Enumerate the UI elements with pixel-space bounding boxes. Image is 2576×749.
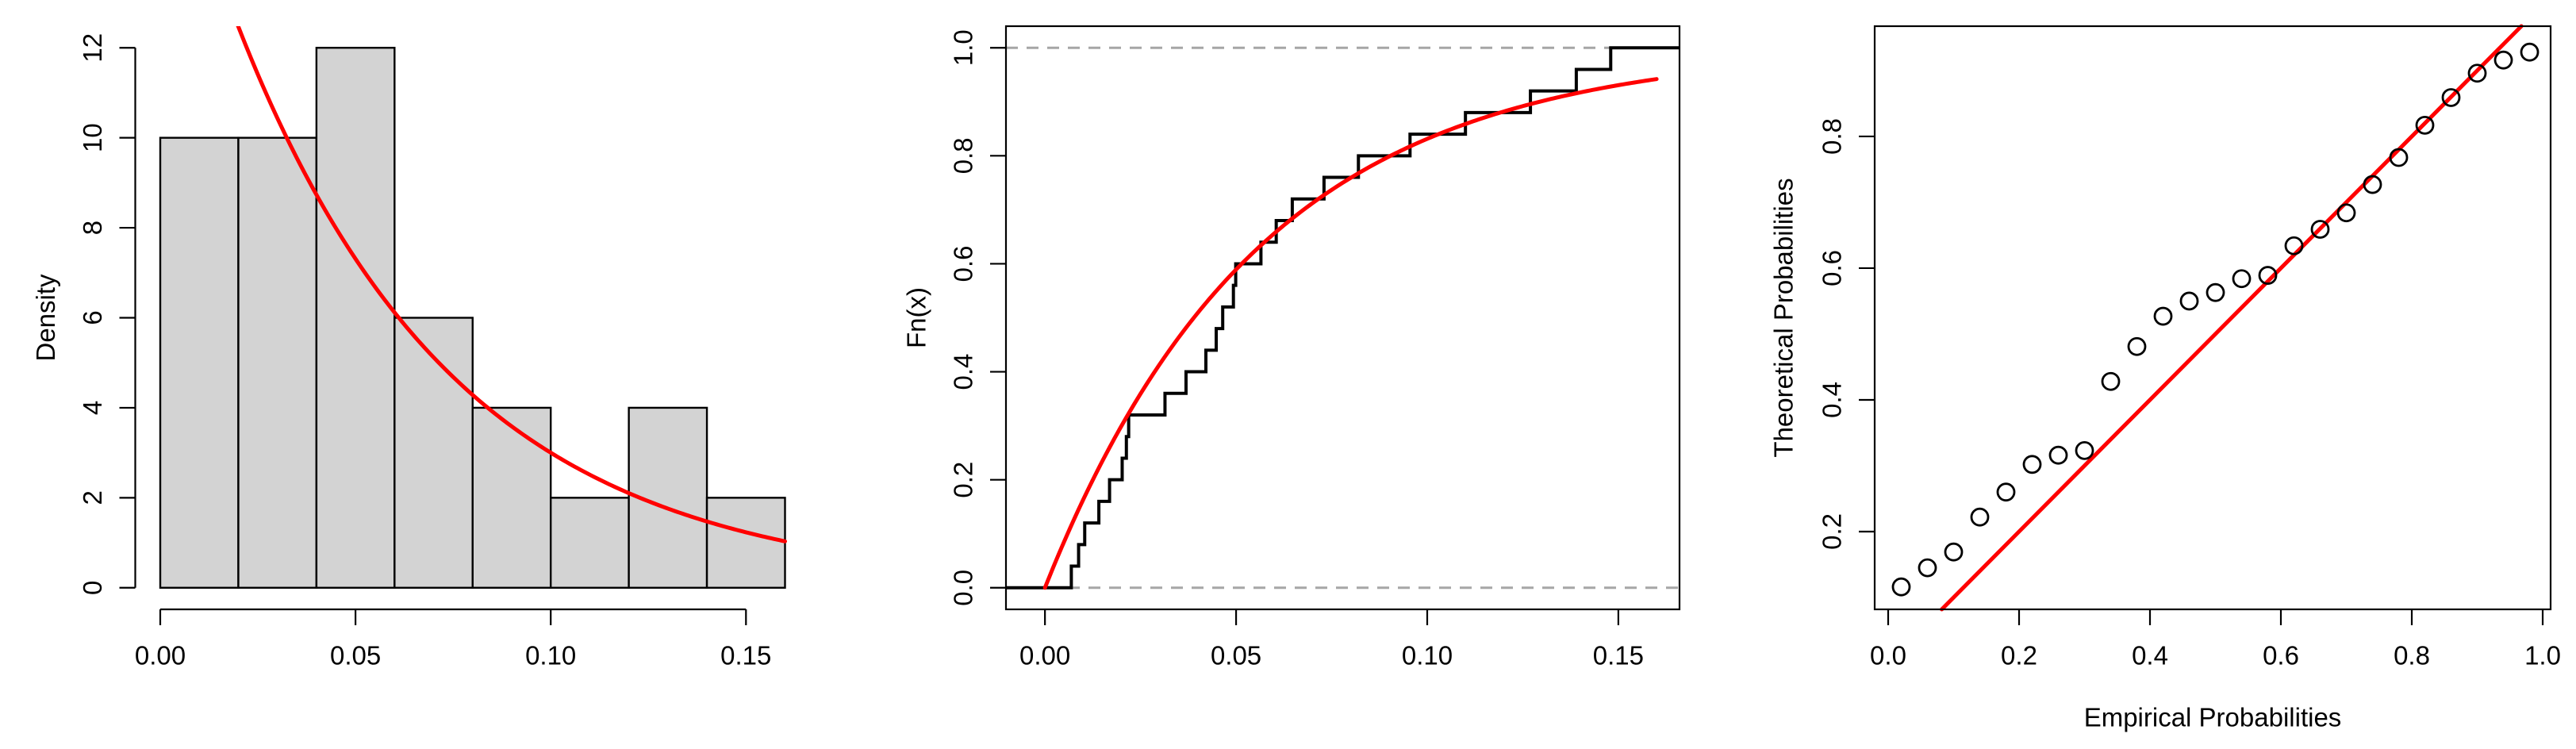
- pp-x-axis-title: Empirical Probabilities: [2084, 703, 2342, 732]
- identity-line: [1940, 24, 2524, 612]
- pp-point: [1996, 482, 2016, 502]
- y-tick-label: 12: [78, 33, 107, 63]
- x-tick-label: 1.0: [2524, 641, 2561, 670]
- x-tick-label: 0.00: [1019, 641, 1070, 670]
- x-tick-label: 0.00: [135, 641, 186, 670]
- y-tick-label: 10: [78, 123, 107, 152]
- y-tick-label: 4: [78, 401, 107, 415]
- y-tick-label: 0.4: [1818, 382, 1847, 418]
- pp-point: [2493, 50, 2513, 70]
- pp-point: [1918, 558, 1937, 578]
- plot-box: [1004, 25, 1681, 611]
- pp-point: [2075, 440, 2094, 460]
- y-tick-label: 0.4: [949, 354, 978, 390]
- y-tick-label: 0.6: [1818, 250, 1847, 286]
- pp-point: [2258, 266, 2278, 285]
- y-tick-label: 0.0: [949, 570, 978, 606]
- y-tick-label: 0.6: [949, 246, 978, 282]
- y-tick-label: 0: [78, 581, 107, 595]
- pp-point: [1970, 507, 1990, 527]
- pp-point: [1944, 542, 1964, 562]
- plot-box: [1873, 25, 2552, 611]
- ecdf-panel: 0.00 0.05 0.10 0.15 0.0 0.2 0.4 0.6 0.8 1.0: [949, 25, 1681, 670]
- x-tick-label: 0.05: [330, 641, 381, 670]
- histogram-bar: [549, 497, 630, 589]
- x-tick-label: 0.6: [2263, 641, 2299, 670]
- fit-density-curve: [236, 26, 787, 544]
- pp-point: [2467, 63, 2487, 83]
- histogram-bar: [237, 136, 318, 589]
- pp-point: [2153, 306, 2173, 326]
- x-tick-label: 0.05: [1211, 641, 1261, 670]
- ecdf-step-line: [1006, 46, 1680, 590]
- pp-point: [2389, 148, 2409, 167]
- pp-point: [2048, 445, 2068, 465]
- pp-point: [2206, 282, 2225, 302]
- x-tick-label: 0.15: [1593, 641, 1644, 670]
- pp-point: [2310, 220, 2330, 239]
- histogram-bar: [315, 47, 396, 589]
- y-tick-label: 0.2: [1818, 513, 1847, 550]
- x-tick-label: 0.4: [2132, 641, 2168, 670]
- pp-plot-panel: 0.0 0.2 0.4 0.6 0.8 1.0 0.2 0.4 0.6 0.8: [1818, 24, 2561, 670]
- histogram-y-axis-title: Density: [31, 274, 60, 362]
- y-tick-label: 0.2: [949, 462, 978, 498]
- pp-point: [2127, 336, 2147, 356]
- x-tick-label: 0.15: [720, 641, 771, 670]
- histogram-panel: 0.00 0.05 0.10 0.15 0 2 4 6 8 10 12: [78, 26, 787, 670]
- pp-point: [2179, 291, 2199, 311]
- pp-point: [2336, 203, 2356, 223]
- histogram-bar: [471, 406, 552, 589]
- fit-cdf-curve: [1042, 77, 1659, 590]
- x-tick-label: 0.10: [1402, 641, 1453, 670]
- pp-point: [2232, 269, 2252, 289]
- x-tick-label: 0.0: [1870, 641, 1906, 670]
- pp-y-axis-title: Theoretical Probabilities: [1769, 178, 1799, 457]
- pp-point: [2520, 42, 2540, 62]
- y-tick-label: 0.8: [1818, 118, 1847, 155]
- pp-point: [2415, 115, 2435, 135]
- y-tick-label: 1.0: [949, 29, 978, 66]
- y-tick-label: 6: [78, 310, 107, 325]
- y-tick-label: 0.8: [949, 137, 978, 174]
- histogram-bar: [705, 497, 786, 589]
- x-tick-label: 0.10: [525, 641, 576, 670]
- pp-point: [2101, 371, 2121, 391]
- y-tick-label: 8: [78, 221, 107, 235]
- histogram-bar: [394, 317, 474, 589]
- pp-point: [2363, 175, 2382, 194]
- y-tick-label: 2: [78, 490, 107, 505]
- x-tick-label: 0.8: [2394, 641, 2430, 670]
- pp-point: [2441, 88, 2461, 107]
- histogram-bar: [159, 136, 240, 589]
- pp-point: [1891, 577, 1911, 597]
- x-tick-label: 0.2: [2001, 641, 2037, 670]
- ecdf-y-axis-title: Fn(x): [902, 287, 931, 348]
- pp-point: [2284, 236, 2304, 255]
- pp-point: [2022, 455, 2042, 474]
